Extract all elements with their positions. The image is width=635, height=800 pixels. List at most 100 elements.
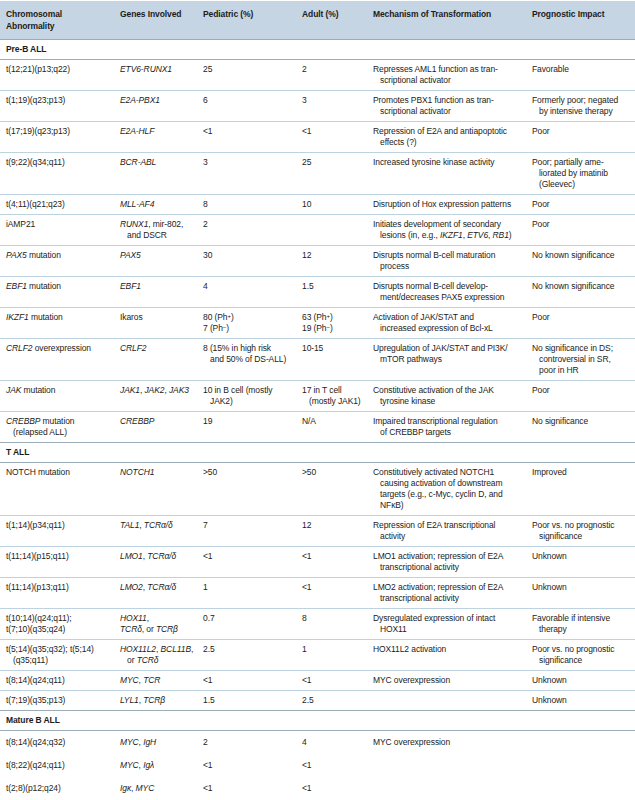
text-line: t(8;14)(q24;q32): [6, 737, 116, 748]
text-line: Favorable: [532, 64, 631, 75]
text-line: lesions (in, e.g., IKZF1, ETV6, RB1): [373, 230, 528, 241]
text-line: Constitutive activation of the JAK: [373, 385, 528, 396]
table-cell: MYC, IgH: [120, 737, 203, 748]
text-line: (Gleevec): [532, 179, 631, 190]
table-cell: Unknown: [532, 695, 635, 706]
table-cell: <1: [203, 126, 302, 148]
text-line: increased expression of Bcl-xL: [373, 323, 528, 334]
text-line: significance: [532, 655, 631, 666]
table-cell: 1: [203, 582, 302, 604]
table-cell: 1: [302, 644, 373, 666]
table-cell: Activation of JAK/STAT andincreased expr…: [373, 312, 532, 334]
text-line: t(9;22)(q34;q11): [6, 157, 116, 168]
table-cell: Represses AML1 function as tran-scriptio…: [373, 64, 532, 86]
text-line: Adult (%): [302, 8, 369, 20]
table-cell: E2A-PBX1: [120, 95, 203, 117]
table-row: iAMP21RUNX1, mir-802,and DSCR2Initiates …: [0, 214, 635, 245]
table-cell: TAL1, TCRα/δ: [120, 520, 203, 542]
text-line: BCR-ABL: [120, 157, 199, 168]
text-line: No known significance: [532, 281, 631, 292]
table-cell: No significance in DS;controversial in S…: [532, 343, 635, 376]
table-cell: 0.7: [203, 613, 302, 635]
table-cell: Poor vs. no prognosticsignificance: [532, 520, 635, 542]
table-cell: 7: [203, 520, 302, 542]
text-line: <1: [302, 760, 369, 771]
text-line: LYL1, TCRβ: [120, 695, 199, 706]
section-title: Mature B ALL: [6, 715, 635, 726]
column-header: Mechanism of Transformation: [373, 8, 532, 32]
text-line: EBF1 mutation: [6, 281, 116, 292]
table-cell: Impaired transcriptional regulationof CR…: [373, 416, 532, 438]
table-cell: 12: [302, 520, 373, 542]
table-cell: Favorable: [532, 64, 635, 86]
text-line: Poor vs. no prognostic: [532, 644, 631, 655]
column-header: ChromosomalAbnormality: [6, 8, 120, 32]
text-line: NFκB): [373, 500, 528, 511]
text-line: t(10;14)(q24;q11);: [6, 613, 116, 624]
text-line: 2.5: [203, 644, 298, 655]
text-line: 6: [203, 95, 298, 106]
text-line: Genes Involved: [120, 8, 199, 20]
table-cell: LMO2 activation; repression of E2Atransc…: [373, 582, 532, 604]
text-line: LMO2, TCRα/δ: [120, 582, 199, 593]
text-line: Poor: [532, 219, 631, 230]
text-line: (mostly JAK1): [302, 396, 369, 407]
text-line: (relapsed ALL): [6, 427, 116, 438]
text-line: Initiates development of secondary: [373, 219, 528, 230]
text-line: >50: [203, 467, 298, 478]
text-line: 3: [302, 95, 369, 106]
table-cell: Promotes PBX1 function as tran-scription…: [373, 95, 532, 117]
text-line: Poor vs. no prognostic: [532, 520, 631, 531]
text-line: scriptional activator: [373, 106, 528, 117]
text-line: HOX11: [373, 624, 528, 635]
text-line: 12: [302, 520, 369, 531]
table-cell: 3: [302, 95, 373, 117]
column-header: Prognostic Impact: [532, 8, 635, 32]
text-line: PAX5 mutation: [6, 250, 116, 261]
text-line: controversial in SR,: [532, 354, 631, 365]
text-line: Unknown: [532, 582, 631, 593]
text-line: t(8;22)(q24;q11): [6, 760, 116, 771]
table-cell: t(1;14)(p34;q11): [6, 520, 120, 542]
text-line: significance: [532, 531, 631, 542]
table-cell: 1.5: [203, 695, 302, 706]
table-cell: HOX11L2, BCL11B,or TCRδ: [120, 644, 203, 666]
text-line: 4: [302, 737, 369, 748]
table-cell: Constitutive activation of the JAKtyrosi…: [373, 385, 532, 407]
table-cell: 10-15: [302, 343, 373, 376]
text-line: LMO2 activation; repression of E2A: [373, 582, 528, 593]
text-line: 1: [302, 644, 369, 655]
text-line: <1: [203, 783, 298, 794]
text-line: process: [373, 261, 528, 272]
text-line: 3: [203, 157, 298, 168]
table-cell: NOTCH1: [120, 467, 203, 511]
text-line: t(17;19)(q23;p13): [6, 126, 116, 137]
text-line: IKZF1 mutation: [6, 312, 116, 323]
text-line: MLL-AF4: [120, 199, 199, 210]
section-header-row: Pre-B ALL: [0, 40, 635, 60]
table-cell: Poor: [532, 219, 635, 241]
text-line: HOX11,: [120, 613, 199, 624]
table-cell: Poor: [532, 126, 635, 148]
text-line: CREBBP mutation: [6, 416, 116, 427]
text-line: Chromosomal: [6, 8, 116, 20]
table-cell: <1: [302, 551, 373, 573]
table-cell: 25: [203, 64, 302, 86]
table-cell: RUNX1, mir-802,and DSCR: [120, 219, 203, 241]
table-cell: 2.5: [203, 644, 302, 666]
table-cell: Dysregulated expression of intactHOX11: [373, 613, 532, 635]
table-cell: 2.5: [302, 695, 373, 706]
text-line: CRLF2: [120, 343, 199, 354]
text-line: Pediatric (%): [203, 8, 298, 20]
table-cell: N/A: [302, 416, 373, 438]
text-line: t(1;14)(p34;q11): [6, 520, 116, 531]
text-line: JAK2): [203, 396, 298, 407]
table-cell: t(17;19)(q23;p13): [6, 126, 120, 148]
text-line: 0.7: [203, 613, 298, 624]
table-cell: <1: [302, 675, 373, 686]
table-cell: E2A-HLF: [120, 126, 203, 148]
text-line: CREBBP: [120, 416, 199, 427]
table-cell: MYC, Igλ: [120, 760, 203, 771]
table-cell: HOX11L2 activation: [373, 644, 532, 666]
table-cell: 80 (Ph+)7 (Ph−): [203, 312, 302, 334]
